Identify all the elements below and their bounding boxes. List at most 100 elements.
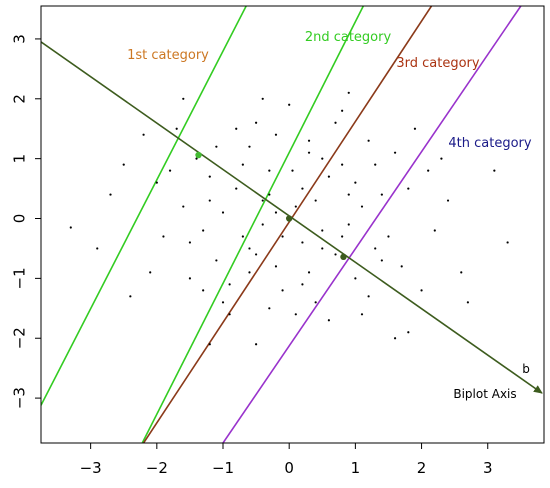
category-line-3 bbox=[142, 6, 433, 443]
x-tick-label: −3 bbox=[80, 459, 102, 477]
scatter-point bbox=[393, 151, 397, 154]
scatter-point bbox=[294, 205, 297, 208]
y-tick-label: −1 bbox=[11, 267, 29, 289]
category-label-4: 4th category bbox=[448, 136, 531, 151]
scatter-point bbox=[321, 157, 324, 160]
scatter-point bbox=[374, 247, 377, 250]
axis-marker-1 bbox=[195, 151, 202, 159]
scatter-point bbox=[129, 295, 132, 298]
scatter-point bbox=[188, 241, 192, 244]
scatter-point bbox=[446, 199, 450, 202]
scatter-point bbox=[321, 247, 324, 250]
scatter-point bbox=[208, 199, 211, 202]
scatter-point bbox=[281, 289, 284, 292]
category-line-1 bbox=[41, 6, 247, 406]
scatter-point bbox=[215, 259, 218, 262]
scatter-point bbox=[407, 187, 410, 190]
scatter-point bbox=[208, 175, 211, 178]
scatter-point bbox=[380, 259, 383, 262]
x-tick-label: 1 bbox=[351, 459, 361, 477]
scatter-point bbox=[354, 277, 357, 280]
scatter-point bbox=[347, 91, 350, 94]
scatter-point bbox=[307, 271, 311, 274]
scatter-point bbox=[228, 283, 231, 286]
scatter-point bbox=[301, 241, 304, 244]
scatter-point bbox=[360, 205, 364, 208]
scatter-point bbox=[374, 163, 377, 166]
scatter-point bbox=[440, 157, 443, 160]
scatter-point bbox=[314, 301, 317, 304]
x-tick-label: −1 bbox=[212, 459, 234, 477]
scatter-point bbox=[254, 253, 258, 256]
scatter-point bbox=[221, 301, 225, 304]
scatter-point bbox=[248, 247, 251, 250]
y-tick-label: 2 bbox=[11, 94, 29, 104]
x-tick-label: 2 bbox=[417, 459, 427, 477]
scatter-point bbox=[149, 271, 152, 274]
scatter-point bbox=[360, 313, 364, 316]
scatter-point bbox=[407, 331, 410, 334]
scatter-point bbox=[261, 97, 264, 100]
scatter-point bbox=[460, 271, 463, 274]
scatter-point bbox=[321, 229, 324, 232]
scatter-point bbox=[274, 211, 278, 214]
scatter-point bbox=[341, 235, 344, 238]
scatter-point bbox=[248, 271, 251, 274]
category-label-2: 2nd category bbox=[305, 30, 392, 45]
scatter-point bbox=[347, 193, 350, 196]
category-line-2 bbox=[141, 6, 365, 443]
y-tick-label: −2 bbox=[11, 327, 29, 349]
y-tick-label: 3 bbox=[11, 34, 29, 44]
scatter-point bbox=[195, 157, 198, 160]
scatter-point bbox=[420, 289, 423, 292]
x-tick-label: −2 bbox=[146, 459, 168, 477]
scatter-point bbox=[241, 235, 244, 238]
scatter-point bbox=[241, 163, 244, 166]
scatter-point bbox=[294, 313, 297, 316]
scatter-point bbox=[109, 193, 112, 196]
scatter-point bbox=[301, 187, 304, 190]
axis-marker-2 bbox=[285, 215, 293, 222]
scatter-point bbox=[380, 193, 383, 196]
biplot-axis-letter: b bbox=[522, 362, 530, 376]
y-tick-label: 1 bbox=[11, 154, 29, 164]
scatter-point bbox=[291, 169, 294, 172]
scatter-point bbox=[354, 181, 357, 184]
scatter-point bbox=[202, 289, 205, 292]
scatter-point bbox=[188, 277, 192, 280]
scatter-point bbox=[433, 229, 436, 232]
scatter-point bbox=[202, 229, 205, 232]
scatter-point bbox=[466, 301, 469, 304]
scatter-point bbox=[228, 313, 231, 316]
plot-frame bbox=[40, 5, 545, 444]
scatter-point bbox=[281, 235, 284, 238]
biplot-axis-caption: Biplot Axis bbox=[453, 387, 516, 401]
y-tick-label: 0 bbox=[11, 214, 29, 224]
x-tick-label: 0 bbox=[284, 459, 294, 477]
category-label-3: 3rd category bbox=[396, 56, 480, 71]
scatter-point bbox=[367, 139, 370, 142]
scatter-point bbox=[215, 145, 218, 148]
scatter-point bbox=[288, 103, 291, 106]
scatter-point bbox=[427, 169, 430, 172]
scatter-point bbox=[334, 253, 337, 256]
scatter-point bbox=[122, 163, 125, 166]
scatter-point bbox=[268, 169, 271, 172]
category-line-4 bbox=[222, 6, 522, 443]
scatter-point bbox=[235, 127, 238, 130]
scatter-point bbox=[261, 223, 264, 226]
scatter-point bbox=[254, 343, 258, 346]
scatter-point bbox=[314, 199, 317, 202]
scatter-point bbox=[235, 187, 238, 190]
scatter-point bbox=[274, 133, 278, 136]
scatter-point bbox=[268, 307, 271, 310]
annotations: 1st category 2nd category 3rd category 4th … bbox=[127, 30, 532, 401]
scatter-point bbox=[341, 163, 344, 166]
scatter-point bbox=[182, 97, 185, 100]
scatter-point bbox=[168, 169, 172, 172]
scatter-point bbox=[268, 193, 271, 196]
scatter-point bbox=[208, 343, 211, 346]
plot-area bbox=[41, 6, 543, 443]
axis-marker-3 bbox=[340, 253, 347, 261]
